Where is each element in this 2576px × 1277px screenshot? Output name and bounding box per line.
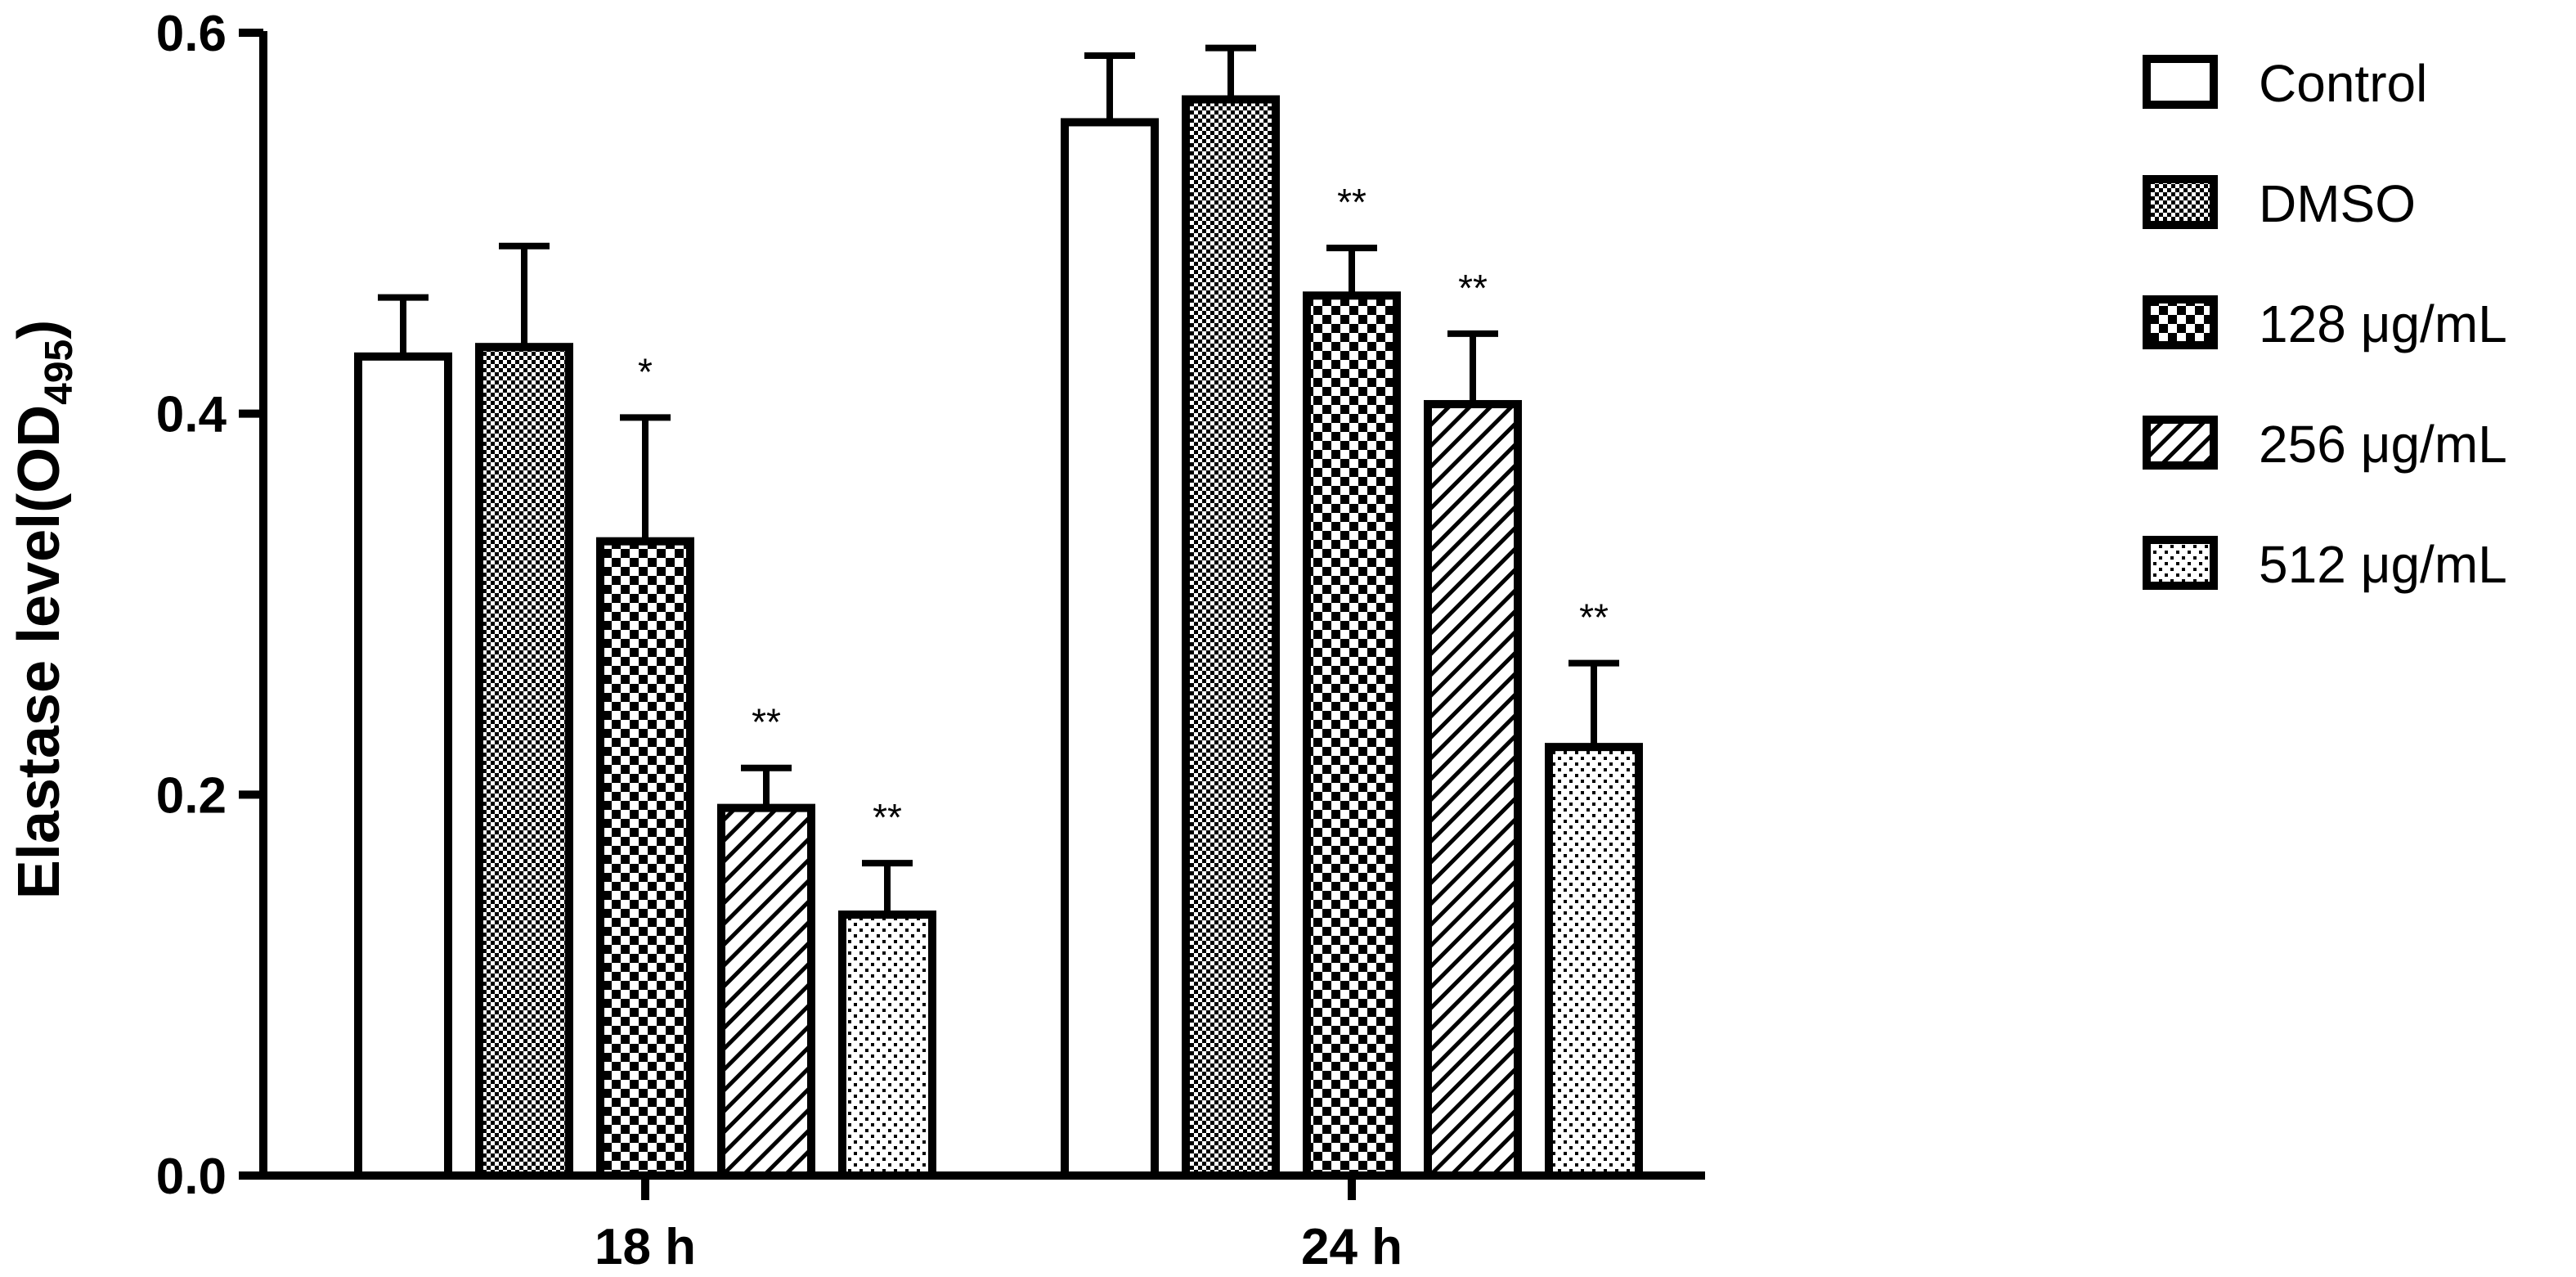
legend-label: 128 μg/mL	[2259, 295, 2507, 353]
legend-item: 512 μg/mL	[2143, 535, 2507, 594]
legend-swatch	[2143, 416, 2218, 470]
significance-label: *	[638, 350, 653, 393]
legend-label: DMSO	[2259, 174, 2416, 233]
bar	[354, 352, 452, 1180]
x-category-label: 24 h	[1301, 1219, 1402, 1275]
bar	[1545, 743, 1643, 1180]
legend-item: 128 μg/mL	[2143, 295, 2507, 353]
bar	[1182, 95, 1280, 1180]
bar-group: *****18 h	[354, 242, 936, 1275]
bars: *****18 h******24 h	[354, 44, 1643, 1275]
bar	[475, 343, 573, 1180]
significance-label: **	[1337, 181, 1367, 223]
bar	[1061, 118, 1159, 1180]
x-category-label: 18 h	[595, 1219, 696, 1275]
bar	[1424, 400, 1522, 1180]
legend-swatch	[2143, 55, 2218, 109]
significance-label: **	[1458, 267, 1488, 309]
y-tick-label: 0.0	[156, 1149, 227, 1205]
significance-label: **	[752, 701, 781, 744]
legend-swatch	[2143, 295, 2218, 349]
y-axis-label: Elastase level(OD495)	[7, 320, 81, 899]
legend-label: Control	[2259, 54, 2427, 113]
legend-item: Control	[2143, 54, 2427, 113]
legend-label: 256 μg/mL	[2259, 415, 2507, 474]
y-axis-title: Elastase level(OD495)	[7, 320, 81, 899]
bar-group: ** ** ** 24 h	[1061, 44, 1643, 1275]
legend-swatch	[2143, 536, 2218, 590]
bar	[596, 537, 694, 1180]
bar	[1303, 291, 1401, 1180]
legend: Control DMSO 128 μg/mL 256 μg/mL 512 μg/mL	[2143, 54, 2507, 594]
bar	[717, 803, 815, 1180]
legend-item: DMSO	[2143, 174, 2416, 233]
bar	[838, 911, 936, 1180]
legend-swatch	[2143, 175, 2218, 229]
y-tick-label: 0.6	[156, 6, 227, 62]
legend-item: 256 μg/mL	[2143, 415, 2507, 474]
significance-label: **	[873, 796, 902, 839]
y-axis-label-main: Elastase level(OD	[7, 405, 72, 899]
y-tick-label: 0.4	[156, 387, 227, 443]
y-tick-label: 0.2	[156, 767, 227, 824]
significance-label: **	[1579, 596, 1609, 639]
y-axis-label-subscript: 495	[38, 339, 81, 405]
legend-label: 512 μg/mL	[2259, 535, 2507, 594]
y-axis-label-suffix: )	[7, 320, 72, 339]
